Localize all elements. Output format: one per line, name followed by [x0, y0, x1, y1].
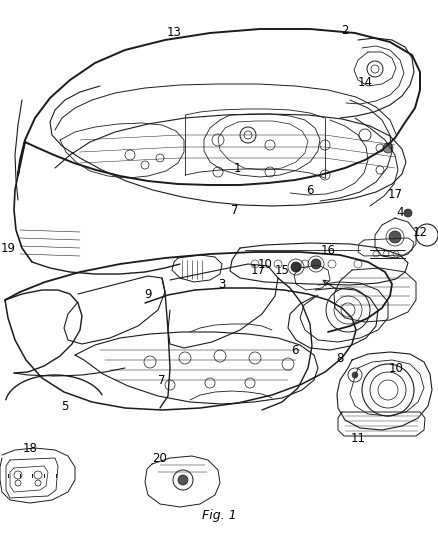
Text: 9: 9: [144, 288, 152, 302]
Text: 16: 16: [321, 244, 336, 256]
Text: 2: 2: [341, 23, 349, 36]
Text: 20: 20: [152, 451, 167, 464]
Circle shape: [178, 475, 188, 485]
Text: 1: 1: [233, 161, 241, 174]
Text: 4: 4: [396, 206, 404, 219]
Text: 15: 15: [275, 263, 290, 277]
Text: 5: 5: [61, 400, 69, 414]
Text: 8: 8: [336, 351, 344, 365]
Text: 14: 14: [357, 76, 372, 88]
Text: 10: 10: [389, 361, 403, 375]
Text: 17: 17: [251, 263, 265, 277]
Text: 3: 3: [218, 279, 226, 292]
Circle shape: [389, 231, 401, 243]
Text: 17: 17: [388, 189, 403, 201]
Circle shape: [383, 143, 393, 153]
Text: 10: 10: [258, 259, 272, 271]
Text: 7: 7: [231, 204, 239, 216]
Text: 7: 7: [158, 374, 166, 386]
Text: 6: 6: [306, 183, 314, 197]
Circle shape: [291, 262, 301, 272]
Text: 6: 6: [291, 343, 299, 357]
Text: 19: 19: [0, 241, 15, 254]
Circle shape: [311, 259, 321, 269]
Text: Fig. 1: Fig. 1: [201, 508, 237, 521]
Circle shape: [404, 209, 412, 217]
Text: 18: 18: [23, 441, 37, 455]
Circle shape: [352, 372, 358, 378]
Text: 12: 12: [413, 227, 427, 239]
Text: 13: 13: [166, 26, 181, 38]
Text: 11: 11: [350, 432, 365, 445]
